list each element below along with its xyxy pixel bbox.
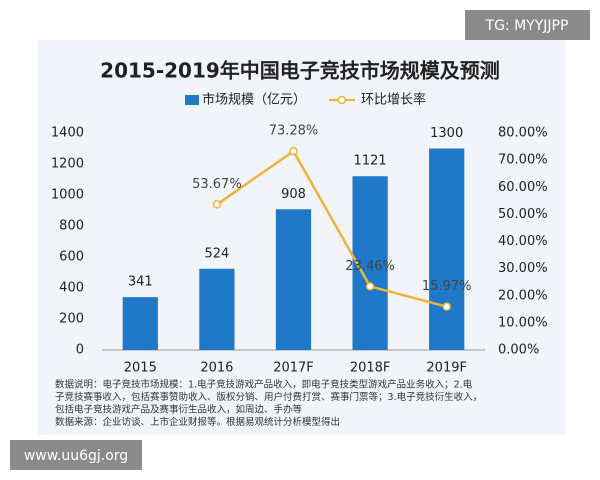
y2-tick-label: 20.00% [498, 288, 548, 303]
legend-swatch [337, 95, 347, 105]
point [442, 302, 451, 311]
y2-tick-label: 0.00% [498, 343, 539, 358]
x-tick-label: 2015 [124, 361, 157, 376]
y2-tick-label: 50.00% [498, 207, 548, 222]
y2-tick-label: 40.00% [498, 234, 548, 249]
x-tick-label: 2019F [426, 361, 467, 376]
line [216, 149, 448, 308]
y-tick-label: 600 [59, 250, 84, 265]
legend-swatch [185, 95, 199, 105]
y-tick-label: 0 [76, 343, 84, 358]
watermark-box [10, 440, 142, 470]
watermark-box [465, 10, 590, 40]
x-tick-label: 2018F [350, 361, 391, 376]
data-label: 23.46% [345, 259, 395, 274]
data-label: 341 [128, 275, 153, 290]
y-tick-label: 800 [59, 219, 84, 234]
data-label: 53.67% [192, 177, 242, 192]
data-label: 1121 [354, 154, 387, 169]
y-tick-label: 1400 [51, 126, 84, 141]
data-label: 524 [204, 246, 229, 261]
watermark: www.uu6gj.org [24, 448, 128, 464]
data-label: 908 [281, 187, 306, 202]
bar [429, 148, 465, 350]
y-tick-label: 200 [59, 312, 84, 327]
note: 数据说明：电子竞技市场规模：1.电子竞技游戏产品收入，即电子竞技类型游戏产品业务… [55, 379, 473, 391]
y2-tick-label: 60.00% [498, 180, 548, 195]
watermark: TG: MYYJJPP [485, 18, 569, 34]
legend-label: 环比增长率 [361, 92, 426, 108]
data-label: 73.28% [269, 124, 319, 139]
bar [199, 268, 235, 350]
note: 包括电子竞技游戏产品及赛事衍生品收入，如周边、手办等 [55, 404, 303, 416]
bar [122, 297, 158, 350]
legend-label: 市场规模（亿元） [202, 92, 306, 108]
chart-title: 2015-2019年中国电子竞技市场规模及预测 [100, 59, 500, 83]
y-tick-label: 1200 [51, 157, 84, 172]
y2-tick-label: 10.00% [498, 315, 548, 330]
data-label: 1300 [430, 126, 463, 141]
x-tick-label: 2016 [200, 361, 233, 376]
y-tick-label: 1000 [51, 188, 84, 203]
note: 数据来源：企业访谈、上市企业财报等。根据易观统计分析模型得出 [55, 416, 340, 428]
y2-tick-label: 80.00% [498, 126, 548, 141]
point [212, 200, 222, 209]
note: 子竞技赛事收入，包括赛事赞助收入、版权分销、用户付费打赏、赛事门票等；3.电子竞… [55, 391, 482, 403]
point [289, 146, 298, 156]
x-tick-label: 2017F [273, 361, 314, 376]
point [365, 282, 375, 291]
y-tick-label: 400 [59, 281, 84, 296]
y2-tick-label: 70.00% [498, 153, 548, 168]
data-label: 15.97% [422, 279, 472, 294]
y2-tick-label: 30.00% [498, 261, 548, 276]
bar [275, 209, 312, 350]
